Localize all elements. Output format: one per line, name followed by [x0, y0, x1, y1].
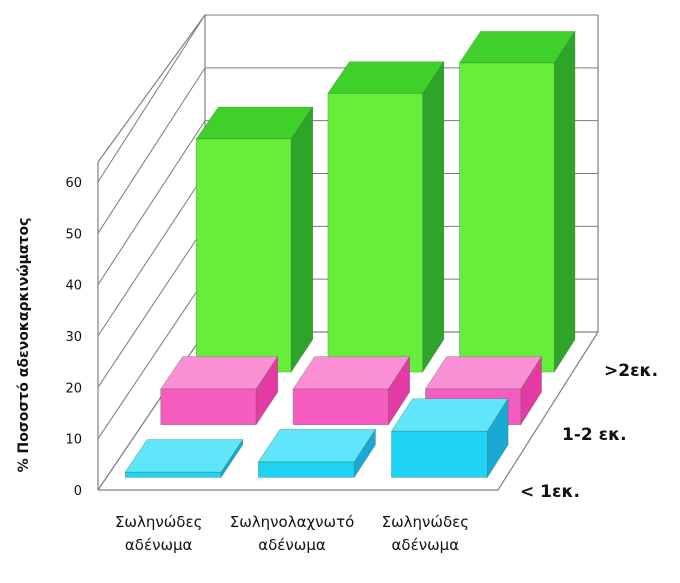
y-axis-label: % Ποσοστό αδενοκαρκινώματος — [16, 218, 32, 473]
bar-top — [390, 398, 509, 432]
bar-front — [391, 430, 488, 478]
bar — [257, 428, 376, 479]
y-tick-label: 40 — [65, 279, 82, 294]
bar-side — [290, 106, 314, 374]
y-tick-label: 60 — [65, 176, 82, 191]
category-label: Σωληνώδες — [115, 513, 202, 531]
bar — [195, 106, 314, 374]
bar — [458, 30, 576, 374]
y-tick-label: 0 — [74, 484, 82, 499]
series-labels: < 1εκ. 1-2 εκ. >2εκ. — [520, 361, 658, 502]
category-label: αδένωμα — [125, 536, 193, 554]
bar — [327, 60, 445, 374]
axis-line — [98, 331, 599, 491]
bar — [124, 438, 244, 479]
bar-side — [422, 60, 445, 374]
bar-front — [327, 93, 423, 373]
bar-top — [458, 31, 576, 64]
bar — [390, 397, 509, 479]
axis-line — [97, 14, 206, 163]
category-label: Σωληνολαχνωτό — [230, 513, 355, 531]
y-tick-label: 10 — [65, 433, 82, 448]
y-tick-label: 30 — [65, 330, 82, 345]
bar — [160, 355, 279, 426]
bar-front — [160, 388, 257, 425]
y-axis-ticks: 0 10 20 30 40 50 60 — [65, 176, 82, 499]
bar-top — [424, 356, 543, 390]
bar-front — [196, 138, 292, 373]
category-label: Σωληνώδες — [382, 513, 469, 531]
series-label: 1-2 εκ. — [562, 425, 627, 445]
category-labels: Σωληνώδες αδένωμα Σωληνολαχνωτό αδένωμα Σωλη… — [115, 513, 469, 554]
y-tick-label: 50 — [65, 227, 82, 242]
category-label: αδένωμα — [392, 536, 460, 554]
category-label: αδένωμα — [258, 536, 326, 554]
bars — [124, 30, 576, 479]
bar-front — [124, 471, 222, 478]
series-label: < 1εκ. — [520, 482, 580, 502]
bar-front — [459, 62, 555, 373]
bar — [292, 355, 411, 426]
bar-front — [292, 388, 389, 425]
series-label: >2εκ. — [604, 361, 658, 381]
bar-front — [258, 461, 355, 478]
bar-side — [553, 30, 576, 374]
y-tick-label: 20 — [65, 381, 82, 396]
